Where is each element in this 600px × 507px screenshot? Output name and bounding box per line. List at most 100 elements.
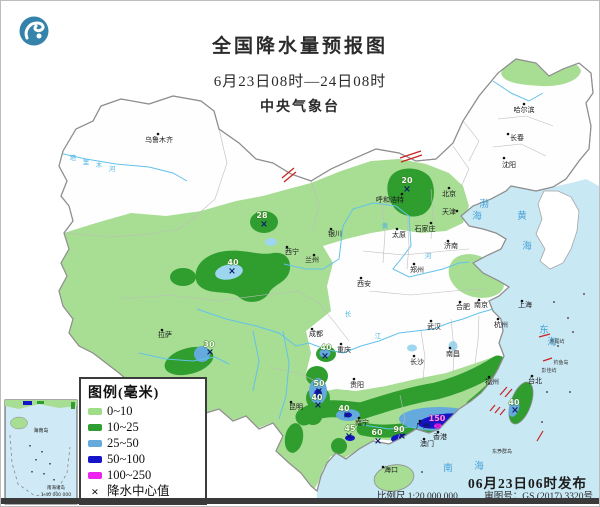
legend-title: 图例(毫米) (88, 386, 160, 401)
precip-center-value: 150 (429, 414, 446, 423)
city-dot (310, 327, 314, 331)
city-label: 天津 (442, 208, 456, 216)
city-dot (447, 186, 451, 190)
precip-center-value: 40 (320, 343, 332, 352)
city-dot (477, 298, 481, 302)
city-label: 沈阳 (502, 160, 516, 169)
precip-center-value: 60 (371, 428, 383, 437)
legend-item: 100~250 (88, 469, 199, 482)
map-agency: 中央气象台 (260, 100, 340, 115)
city-label: 香港 (433, 432, 447, 441)
city-dot (506, 132, 510, 136)
precip-center-value: 40 (508, 398, 520, 407)
precip-center-x-mark: × (434, 421, 442, 432)
city-label: 太原 (392, 230, 406, 239)
city-dot (381, 465, 385, 469)
city-label: 广州 (416, 421, 430, 430)
hainan-island (373, 464, 415, 492)
city-label: 长沙 (410, 357, 424, 366)
sea-name-label: 海 (474, 460, 484, 472)
legend-item: 50~100 (88, 453, 199, 466)
city-dot (329, 227, 333, 231)
legend-color-swatch (88, 456, 102, 463)
precip-center-x-mark: × (345, 431, 353, 442)
sea-name-label: 东 (539, 324, 549, 336)
city-label: 南昌 (446, 349, 460, 358)
city-label: 昆明 (289, 403, 303, 411)
city-dot (496, 317, 500, 321)
legend-items: 0~10 10~25 25~50 50~100 100~250 (88, 405, 199, 482)
city-dot (522, 102, 526, 106)
legend: 图例(毫米) 0~10 10~25 25~50 50~100 100~250 × 降水中… (79, 377, 207, 505)
city-label: 西安 (357, 279, 371, 288)
precip-center-value: 40 (227, 258, 239, 267)
inset-hainan-label: 海南岛 (33, 427, 48, 434)
river-name-label: 江 (375, 332, 382, 340)
precip-center-value: 50 (313, 379, 325, 388)
legend-range-label: 50~100 (107, 452, 146, 466)
city-label: 贵阳 (350, 380, 364, 389)
map-title: 全国降水量预报图 (211, 36, 388, 57)
province-borders (63, 115, 554, 440)
river-name-label: 河 (109, 165, 116, 173)
city-dot (502, 156, 506, 160)
river-name-label: 塔 (70, 153, 77, 162)
precip-center-x-mark: × (343, 410, 351, 421)
precip-center-x-mark: × (315, 386, 323, 397)
city-label: 台北 (528, 376, 542, 385)
city-label: 上海 (518, 300, 532, 309)
precip-center-x-mark: × (228, 266, 236, 277)
city-label: 武汉 (427, 322, 441, 331)
city-label: 呼和浩特 (376, 195, 404, 204)
issue-time: 06月23日06时发布 (468, 476, 587, 491)
city-dot (160, 328, 164, 332)
sea-name-label: 渤 (479, 198, 489, 210)
sea-area (317, 179, 599, 501)
sea-name-label: 南 (443, 462, 453, 474)
precip-center-x-mark: × (511, 405, 519, 416)
city-label: 成都 (309, 329, 323, 338)
city-dot (530, 374, 534, 378)
legend-range-label: 10~25 (107, 420, 139, 434)
legend-item: 10~25 (88, 421, 199, 434)
city-dot (436, 430, 440, 434)
inset-scale-label: 1:40 000 000 (41, 492, 71, 498)
sea-name-label: 海 (522, 240, 532, 252)
city-label: 北京 (442, 189, 456, 198)
city-label: 郑州 (410, 266, 424, 274)
precip-center-x-mark: × (403, 184, 411, 195)
city-label: 福州 (485, 377, 499, 386)
island-specks (421, 293, 585, 473)
island-name-label: 东沙群岛 (492, 448, 512, 455)
center-marker-label: 降水中心值 (107, 484, 170, 498)
city-dot (395, 227, 399, 231)
city-dot (448, 346, 452, 350)
island-name-label: 钓鱼岛 (553, 359, 568, 366)
city-label: 澳门 (420, 439, 434, 448)
river-name-label: 长 (345, 309, 352, 318)
city-dot (446, 239, 450, 243)
city-dot (400, 192, 404, 196)
city-label: 合肥 (456, 302, 470, 311)
map-scale: 比例尺 1:20 000 000 (376, 492, 458, 502)
city-dot (156, 132, 160, 136)
sea-name-label: 海 (547, 336, 557, 348)
legend-range-label: 100~250 (107, 468, 152, 482)
precip-center-value: 20 (401, 176, 413, 185)
city-dot (412, 354, 416, 358)
city-label: 拉萨 (158, 330, 172, 339)
legend-color-swatch (88, 424, 102, 431)
river-name-label: 黄 (382, 221, 389, 230)
city-label: 济南 (444, 241, 458, 250)
city-label: 西宁 (285, 247, 299, 256)
city-label: 哈尔滨 (514, 105, 535, 114)
city-dot (285, 245, 289, 249)
city-label: 南京 (474, 300, 488, 309)
precip-center-x-mark: × (314, 400, 322, 411)
precip-center-value: 40 (311, 393, 323, 402)
precip-center-value: 30 (203, 340, 215, 349)
city-label: 乌鲁木齐 (145, 135, 173, 144)
